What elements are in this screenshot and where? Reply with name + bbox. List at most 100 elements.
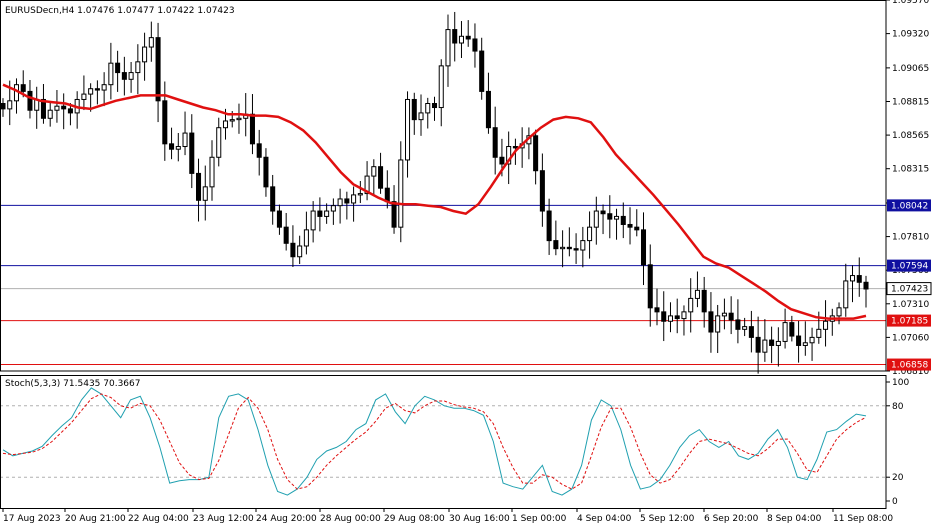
candle-body-bear <box>748 326 754 338</box>
candle-body-bull <box>47 109 53 119</box>
candle-body-bear <box>263 156 269 188</box>
candle-body-bear <box>553 240 559 250</box>
candle-body-bear <box>115 62 121 74</box>
candle-body-bear <box>283 226 289 244</box>
candle-body-bull <box>688 297 694 313</box>
candle-body-bear <box>0 103 6 110</box>
candle-body-bear <box>196 172 202 201</box>
candle <box>553 220 559 256</box>
stoch-signal-line <box>2 393 867 490</box>
candle-body-bear <box>431 103 438 109</box>
time-tick-label: 30 Aug 16:00 <box>449 514 510 524</box>
price-tick-label: 1.08815 <box>892 97 929 107</box>
price-tick-label: 1.07060 <box>892 333 929 343</box>
time-tick-label: 20 Aug 21:00 <box>65 514 126 524</box>
candle <box>162 81 168 161</box>
candle <box>27 80 33 119</box>
support-price-label: 1.06858 <box>891 361 928 371</box>
candle-body-bear <box>512 146 518 149</box>
candle <box>344 191 350 220</box>
time-tick-label: 22 Aug 04:00 <box>128 514 189 524</box>
candle <box>620 202 626 239</box>
candle <box>654 288 660 326</box>
candle-body-bull <box>580 240 586 251</box>
price-tick-label: 1.09320 <box>892 30 929 40</box>
candle <box>398 141 404 243</box>
time-tick-label: 17 Aug 2023 <box>3 514 61 524</box>
candle <box>371 159 377 195</box>
candle-body-bull <box>742 326 748 330</box>
candle-body-bull <box>108 62 114 86</box>
price-tick-label: 1.09065 <box>892 64 929 74</box>
candle-body-bull <box>303 229 309 247</box>
candle <box>0 98 6 117</box>
candle-body-bull <box>351 194 357 204</box>
candle <box>324 203 330 224</box>
candle-body-bear <box>755 336 761 353</box>
candle <box>769 326 775 364</box>
price-panel <box>0 11 886 374</box>
candle-body-bull <box>823 320 829 330</box>
candle <box>614 208 620 240</box>
candle-body-bear <box>276 210 282 228</box>
candle-body-bear <box>452 29 458 44</box>
candle <box>607 195 613 239</box>
candle-body-bear <box>728 312 734 321</box>
candle-body-bull <box>587 226 593 242</box>
candle <box>54 89 60 123</box>
candle <box>182 111 188 156</box>
support-price-label: 1.07185 <box>891 317 928 327</box>
candle <box>580 226 586 268</box>
candle <box>849 265 856 303</box>
candle-body-bear <box>856 275 862 283</box>
candle-body-bull <box>337 198 343 207</box>
candle <box>836 302 842 325</box>
time-tick-label: 23 Aug 12:00 <box>193 514 254 524</box>
candle-body-bear <box>546 210 552 242</box>
candle <box>20 70 26 98</box>
stoch-tick-label: 100 <box>892 378 909 388</box>
price-tick-label: 1.08565 <box>892 131 929 141</box>
candle <box>728 296 734 335</box>
moving-average-line <box>2 83 867 320</box>
candle <box>391 185 397 234</box>
candle <box>735 299 741 344</box>
time-tick-label: 8 Sep 04:00 <box>767 514 822 524</box>
candle-body-bull <box>614 215 620 220</box>
candle <box>506 131 512 185</box>
candle <box>701 276 707 328</box>
candle-body-bull <box>229 119 235 122</box>
candle-body-bear <box>566 246 572 250</box>
candle-body-bull <box>310 210 316 231</box>
candle-body-bull <box>715 315 721 333</box>
candle <box>303 211 309 255</box>
candle-body-bear <box>67 108 73 114</box>
candle-body-bear <box>162 100 168 145</box>
stoch-tick-label: 80 <box>892 402 904 412</box>
candle-body-bull <box>418 112 424 121</box>
candle <box>843 263 849 317</box>
candle <box>67 103 73 126</box>
candle <box>566 227 572 257</box>
price-tick-label: 1.06810 <box>892 367 929 377</box>
candle-body-bear <box>492 127 498 158</box>
candle <box>681 305 687 336</box>
candle-body-bull <box>506 146 512 165</box>
candle <box>276 204 282 235</box>
candle-body-bull <box>297 245 303 258</box>
candle <box>155 22 161 123</box>
candle <box>169 127 175 160</box>
candle-body-bear <box>317 210 323 217</box>
candle <box>627 207 633 245</box>
candle <box>431 96 438 121</box>
candle-body-bear <box>600 210 606 215</box>
candle <box>330 198 336 225</box>
candle <box>115 50 121 92</box>
candle <box>546 198 552 255</box>
price-tick-label: 1.07310 <box>892 300 929 310</box>
candle <box>135 44 141 95</box>
candle <box>297 235 303 264</box>
candle-body-bear <box>539 170 545 212</box>
candle-body-bull <box>667 315 673 322</box>
